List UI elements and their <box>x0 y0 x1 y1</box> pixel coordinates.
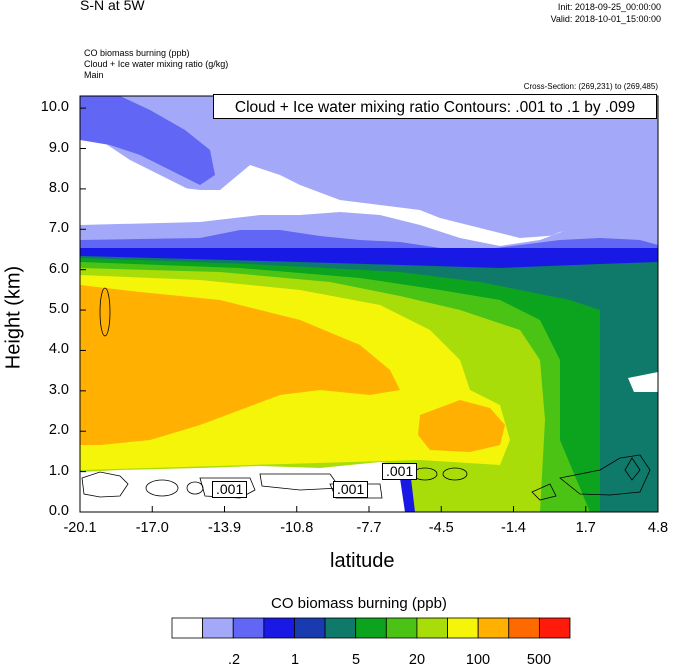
y-tick-label: 9.0 <box>48 139 69 156</box>
contour-value-label: .001 <box>333 481 369 498</box>
colorbar-swatch <box>385 617 418 639</box>
field-main: Main <box>84 70 104 80</box>
plot-title: S-N at 5W <box>80 0 145 13</box>
colorbar <box>171 617 571 639</box>
y-tick-label: 6.0 <box>48 260 69 277</box>
y-tick-label: 3.0 <box>48 381 69 398</box>
y-tick-label: 10.0 <box>40 99 69 116</box>
field-layer-orange-blob <box>418 400 505 452</box>
colorbar-label: 100 <box>465 652 491 668</box>
field-layer-light-blue-top <box>80 96 658 250</box>
field-layer-mid-blue-top <box>80 96 215 185</box>
time-info: Init: 2018-09-25_00:00:00 Valid: 2018-10… <box>551 1 661 25</box>
contour-value-label: .001 <box>382 463 418 480</box>
colorbar-swatch <box>416 617 448 639</box>
x-tick-label: -13.9 <box>207 520 242 536</box>
field-layer-teal-right <box>600 296 658 512</box>
x-tick-label: -7.7 <box>356 520 382 536</box>
colorbar-swatch <box>508 617 540 639</box>
colorbar-swatch <box>202 617 234 639</box>
colorbar-swatch <box>263 617 295 639</box>
y-tick-label: 1.0 <box>48 462 69 479</box>
x-axis-ticks <box>79 506 659 512</box>
y-tick-label: 7.0 <box>48 220 69 237</box>
x-tick-label: -20.1 <box>63 520 97 536</box>
y-tick-label: 0.0 <box>48 503 69 519</box>
colorbar-label: .2 <box>227 652 241 668</box>
y-axis-label: Height (km) <box>2 265 25 370</box>
field-list: CO biomass burning (ppb) Cloud + Ice wat… <box>84 48 228 81</box>
y-tick-label: 8.0 <box>48 179 69 196</box>
colorbar-swatch <box>232 617 265 639</box>
valid-time: Valid: 2018-10-01_15:00:00 <box>550 14 661 24</box>
y-tick-label: 5.0 <box>48 301 69 318</box>
y-tick-label: 2.0 <box>48 422 69 439</box>
x-tick-label: 1.7 <box>575 520 596 536</box>
colorbar-swatch <box>447 617 479 639</box>
x-tick-label: 4.8 <box>647 520 669 536</box>
x-tick-label: -4.5 <box>428 520 454 536</box>
colorbar-label: 20 <box>408 652 426 668</box>
init-time: Init: 2018-09-25_00:00:00 <box>557 2 661 12</box>
colorbar-label: 5 <box>351 652 361 668</box>
colorbar-swatch <box>355 617 387 639</box>
field-cloud-ice: Cloud + Ice water mixing ratio (g/kg) <box>84 59 229 69</box>
contour-label: Cloud + Ice water mixing ratio Contours:… <box>213 94 657 119</box>
colorbar-title: CO biomass burning (ppb) <box>271 595 447 612</box>
field-layer-white-right-gap <box>628 372 658 392</box>
x-axis-label: latitude <box>330 550 395 572</box>
colorbar-swatch <box>171 617 204 639</box>
colorbar-swatch <box>477 617 510 639</box>
field-co-biomass: CO biomass burning (ppb) <box>84 48 190 58</box>
field-layer-orange <box>80 285 400 445</box>
x-tick-label: -1.4 <box>501 520 526 536</box>
colorbar-label: 1 <box>290 652 300 668</box>
contour-value-label: .001 <box>212 481 248 498</box>
colorbar-swatch <box>294 617 326 639</box>
x-tick-label: -10.8 <box>280 520 314 536</box>
heatmap-field <box>80 96 658 512</box>
colorbar-label: 500 <box>526 652 552 668</box>
cross-section-info: Cross-Section: (269,231) to (269,485) <box>523 82 658 91</box>
x-tick-label: -17.0 <box>135 520 169 536</box>
colorbar-swatch <box>324 617 357 639</box>
colorbar-swatch <box>538 617 571 639</box>
y-tick-label: 4.0 <box>48 341 69 358</box>
y-axis-ticks <box>80 107 86 513</box>
